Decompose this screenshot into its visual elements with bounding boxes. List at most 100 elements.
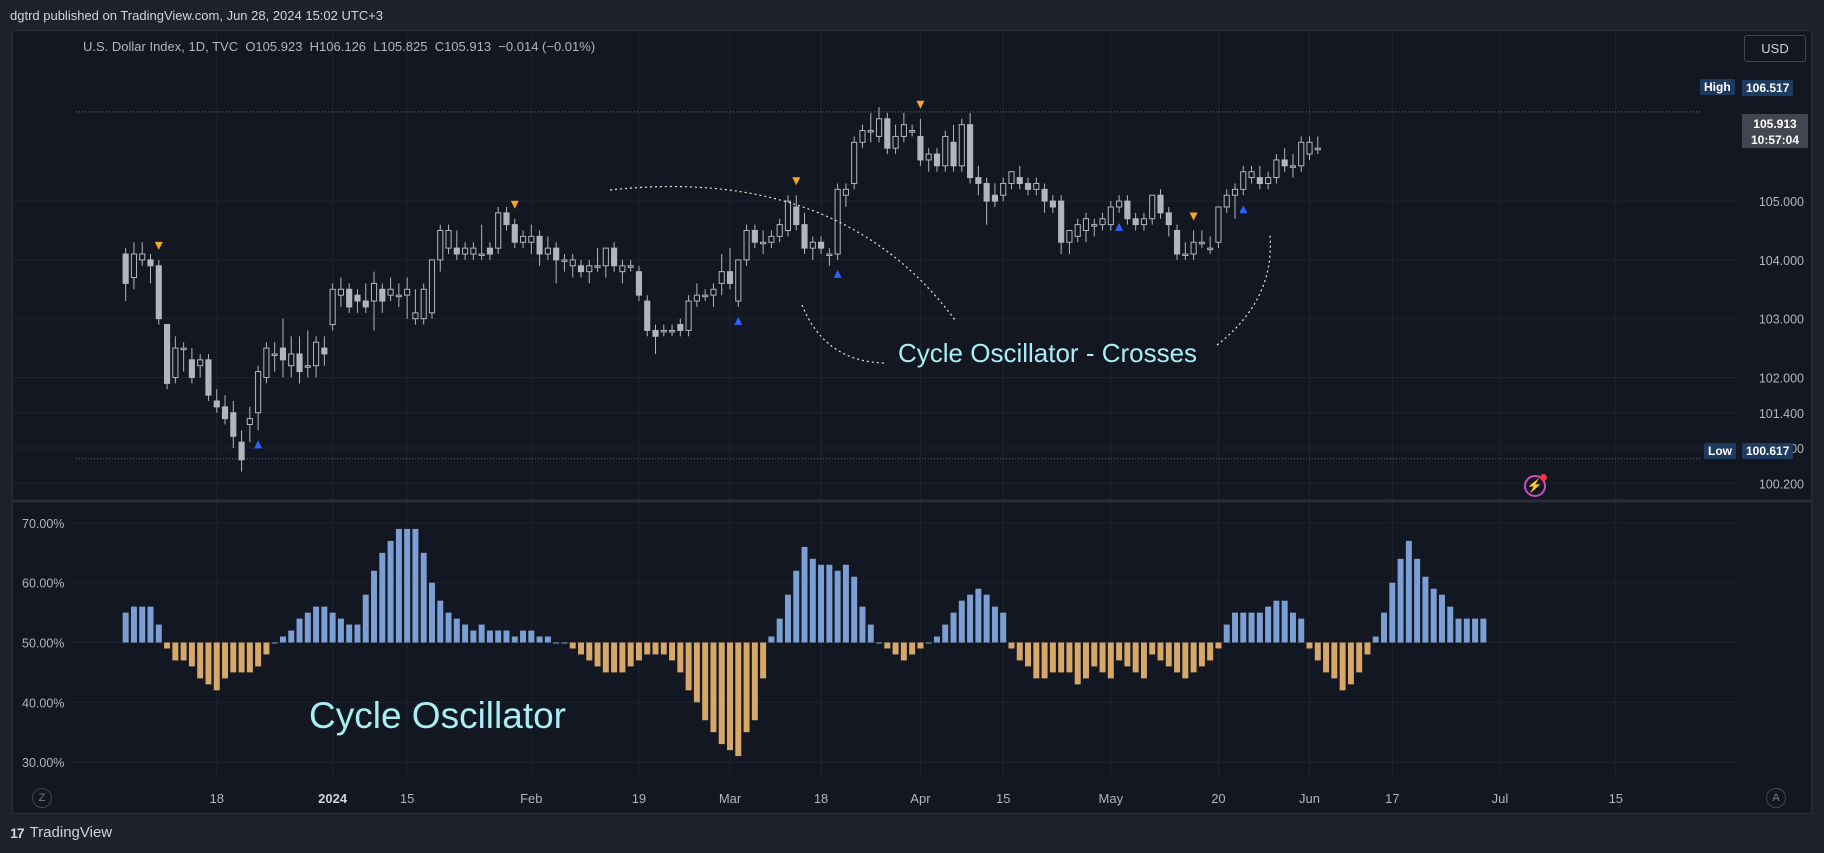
oscillator-bar (660, 642, 667, 655)
candle-body (428, 259, 436, 314)
oscillator-bar (693, 642, 700, 703)
x-tick-label: 19 (632, 791, 646, 806)
oscillator-bar (627, 642, 634, 667)
oscillator-bar (1405, 540, 1412, 643)
oscillator-bar (619, 642, 626, 673)
last-price-value: 105.913 (1753, 117, 1797, 131)
candle-body (511, 224, 518, 243)
oscillator-bar (122, 612, 129, 643)
oscillator-bar (611, 642, 618, 673)
oscillator-bar (718, 642, 725, 745)
candle-body (602, 247, 609, 267)
x-tick-label: Apr (910, 791, 931, 806)
candle-body (826, 253, 833, 257)
oscillator-bar (503, 630, 510, 643)
candle-body (611, 247, 618, 267)
high-value-tag: 106.517 (1742, 80, 1794, 96)
candle-body (900, 124, 907, 137)
candle-body (958, 124, 965, 167)
footer-brand[interactable]: 17 TradingView (10, 824, 112, 841)
candle-body (768, 235, 775, 243)
candle-body (1116, 200, 1123, 208)
oscillator-bar (1190, 642, 1197, 673)
candle-body (528, 235, 535, 243)
cross-down-marker (916, 100, 925, 109)
oscillator-bar (842, 564, 849, 643)
candle-body (288, 353, 295, 367)
oscillator-bar (569, 642, 576, 649)
candle-body (586, 265, 593, 273)
oscillator-bars (122, 528, 1487, 757)
oscillator-bar (917, 642, 924, 649)
curve-arc (609, 185, 956, 321)
oscillator-bar (1041, 642, 1048, 679)
oscillator-bar (983, 594, 990, 643)
oscillator-bar (1033, 642, 1040, 679)
candle-body (1165, 212, 1172, 226)
oscillator-bar (470, 630, 477, 643)
auto-scale-button[interactable]: A (1766, 788, 1786, 808)
candle-body (404, 288, 411, 296)
zoom-button[interactable]: Z (32, 788, 52, 808)
candle-body (478, 253, 485, 257)
price-axis-label: 104.000 (1759, 254, 1804, 268)
oscillator-bar (172, 642, 179, 661)
oscillator-bar (255, 642, 262, 667)
candle-body (172, 347, 179, 378)
oscillator-bar (1016, 642, 1023, 661)
oscillator-bar (743, 642, 750, 733)
cross-up-marker (734, 316, 743, 325)
oscillator-bar (801, 546, 808, 643)
oscillator-bar (884, 642, 891, 649)
candle-body (668, 329, 676, 333)
oscillator-bar (1414, 558, 1421, 643)
x-tick-label: 2024 (318, 791, 348, 806)
candle-body (544, 247, 551, 255)
candle-body (1306, 141, 1313, 155)
candle-body (1182, 253, 1189, 257)
candle-body (279, 347, 287, 361)
candle-body (1149, 194, 1156, 220)
price-axis-label: 101.400 (1759, 407, 1804, 421)
x-tick-label: 17 (1385, 791, 1399, 806)
oscillator-bar (296, 618, 303, 643)
oscillator-bar (130, 606, 137, 643)
candle-body (420, 288, 427, 320)
candle-body (163, 324, 171, 384)
curve-left (801, 304, 886, 364)
oscillator-bar (1157, 642, 1164, 661)
oscillator-bar (288, 630, 295, 643)
candle-body (395, 294, 402, 298)
candle-body (950, 141, 957, 167)
candle-body (304, 365, 311, 368)
candle-body (321, 347, 328, 355)
candle-body (362, 300, 369, 308)
candle-body (842, 188, 849, 196)
candle-body (1132, 218, 1139, 226)
alert-bolt-icon[interactable]: ⚡ (1524, 474, 1547, 497)
candle-body (1173, 229, 1181, 255)
candle-body (412, 312, 419, 320)
oscillator-bar (967, 594, 974, 643)
candle-body (519, 235, 527, 243)
cross-up-marker (1239, 205, 1248, 214)
oscillator-bar (900, 642, 907, 661)
chart-frame[interactable] (12, 30, 1812, 814)
last-price-tag: 105.913 10:57:04 (1742, 114, 1808, 148)
signal-markers (154, 100, 1248, 449)
oscillator-bar (188, 642, 195, 667)
x-tick-label: May (1099, 791, 1124, 806)
candle-body (1041, 188, 1048, 202)
candle-body (155, 265, 162, 320)
candle-body (942, 135, 949, 167)
oscillator-bar (1463, 618, 1470, 643)
candle-body (486, 247, 493, 255)
candle-body (867, 130, 874, 133)
candle-body (917, 135, 924, 161)
candle-body (387, 288, 394, 296)
candle-body (660, 329, 667, 333)
candle-body (1066, 229, 1073, 243)
currency-button[interactable]: USD (1744, 35, 1806, 62)
cross-up-marker (1115, 222, 1124, 231)
